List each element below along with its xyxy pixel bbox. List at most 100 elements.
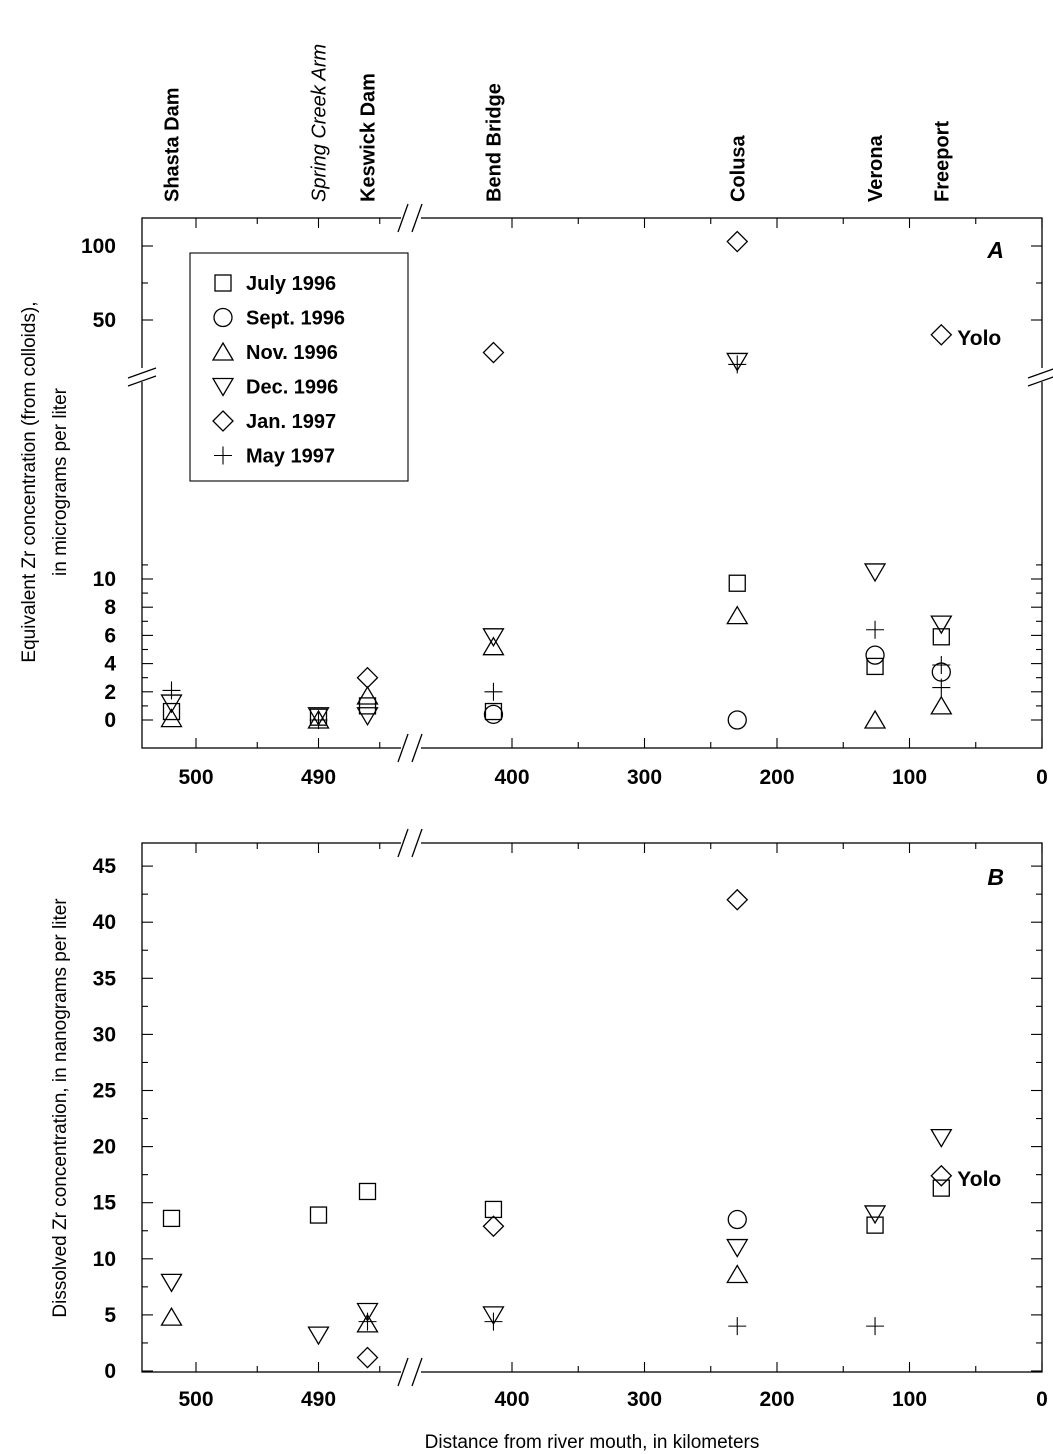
panel-a-point-dec-1996: [482, 628, 505, 648]
legend-marker-july-1996: [214, 274, 232, 292]
legend-marker-nov-1996: [211, 341, 235, 361]
panel-a-point-july-1996: [866, 657, 884, 676]
panel-b-y-tick-label: 20: [93, 1136, 116, 1159]
site-label: Colusa: [727, 134, 749, 202]
panel-a-x-tick-label: 0: [1036, 766, 1048, 789]
panel-b-y-tick-label: 15: [93, 1192, 117, 1215]
panel-b-x-tick-label: 100: [892, 1388, 927, 1411]
panel-a-point-july-1996: [728, 574, 746, 592]
panel-b-x-tick-label: 490: [301, 1388, 336, 1411]
plot-frames: [127, 203, 1053, 1387]
panel-b-y-tick-label: 35: [93, 967, 117, 990]
panel-b-point-july-1996: [358, 1182, 377, 1201]
legend-marker-dec-1996: [211, 377, 235, 397]
legend-label: Jan. 1997: [246, 411, 336, 433]
panel-b-point-jan-1997: [482, 1215, 505, 1238]
panel-a-y-tick-label: 2: [104, 681, 116, 704]
panel-b-point-dec-1996: [863, 1205, 887, 1225]
panel-b-point-july-1996: [866, 1216, 884, 1234]
panel-a-point-nov-1996: [930, 695, 953, 715]
panel-a-point-nov-1996: [160, 708, 183, 728]
panel-b-x-tick-label: 400: [494, 1388, 529, 1411]
panel-b-point-may-1997: [358, 1312, 377, 1331]
panel-b-point-nov-1996: [160, 1306, 183, 1326]
panel-a-y-tick-label: 50: [93, 309, 116, 332]
panel-a-point-july-1996: [162, 702, 181, 721]
panel-a-point-jan-1997: [482, 341, 505, 364]
panel-a-y-break-slash: [127, 375, 157, 387]
panel-a-x-tick-label: 500: [178, 766, 213, 789]
panel-b-point-dec-1996: [307, 1326, 330, 1346]
panel-a-point-dec-1996: [307, 707, 330, 727]
panel-a-point-dec-1996: [356, 707, 379, 727]
panel-a-y-tick-label: 100: [81, 235, 116, 258]
panel-a-y-tick-label: 4: [104, 653, 116, 676]
panel-a-y-break-slash: [127, 367, 157, 379]
site-label: Spring Creek Arm: [309, 44, 331, 202]
legend-marker-sept-1996: [213, 307, 233, 328]
panel-a-y-tick-label: 6: [104, 624, 116, 647]
site-label: Shasta Dam: [162, 88, 184, 203]
panel-b-point-dec-1996: [930, 1128, 953, 1148]
panel-a-point-may-1997: [162, 681, 181, 700]
panel-a-point-sept-1996: [865, 645, 885, 665]
panel-a-point-may-1997: [309, 711, 328, 729]
panel-b-y-tick-label: 40: [93, 911, 116, 934]
panel-b-bottom-break-slash: [397, 1357, 409, 1387]
panel-a-bottom-break-slash: [397, 733, 409, 763]
panel-b-y-tick-label: 0: [104, 1360, 116, 1383]
panel-b-point-dec-1996: [356, 1302, 379, 1322]
x-axis-title: Distance from river mouth, in kilometers: [425, 1432, 760, 1453]
panel-b-point-july-1996: [162, 1209, 181, 1228]
data-markers: July 1996 Sept. 1996 Nov. 1996 Dec. 1996 Jan…: [160, 230, 953, 1369]
legend-marker-jan-1997: [212, 410, 234, 432]
panel-b-point-july-1996: [484, 1200, 503, 1219]
panel-b-y-tick-label: 5: [104, 1304, 116, 1327]
panel-a-y-axis-title-line2: in micrograms per liter: [50, 387, 71, 576]
panel-b-point-sept-1996: [727, 1209, 747, 1230]
panel-b-point-nov-1996: [726, 1264, 749, 1284]
panel-b-y-tick-label: 25: [93, 1080, 117, 1103]
panel-b-point-may-1997: [484, 1312, 503, 1331]
panel-b-frame: [141, 842, 1043, 1373]
panel-a-point-may-1997: [866, 620, 885, 639]
panel-a-point-may-1997: [932, 656, 951, 675]
panel-b-point-dec-1996: [726, 1238, 749, 1258]
panel-a-point-july-1996: [358, 697, 377, 715]
panel-a-point-sept-1996: [483, 704, 504, 725]
panel-a-y-axis-title: Equivalent Zr concentration (from colloi…: [19, 301, 40, 662]
panel-a-frame: [141, 217, 1043, 749]
panel-b-y-tick-label: 10: [93, 1248, 116, 1271]
panel-b-y-tick-label: 45: [93, 855, 117, 878]
site-label: Bend Bridge: [483, 83, 505, 202]
legend-label: Nov. 1996: [246, 342, 338, 364]
panel-b-top-break-slash: [411, 828, 423, 858]
panel-b-x-tick-label: 500: [178, 1388, 213, 1411]
panel-a-y-tick-label: 8: [104, 596, 116, 619]
panel-a-point-nov-1996: [356, 685, 379, 705]
panel-a-y-break-slash: [1027, 368, 1053, 379]
panel-a-point-nov-1996: [482, 636, 505, 656]
panel-b-x-tick-label: 300: [627, 1388, 662, 1411]
panel-a-point-jan-1997: [930, 323, 953, 346]
panel-a-x-tick-label: 300: [627, 766, 662, 789]
legend-marker-may-1997: [214, 446, 232, 465]
panel-a-x-tick-label: 100: [892, 766, 927, 789]
site-label: Freeport: [931, 121, 953, 202]
panel-a-y-break-slash: [1027, 376, 1053, 387]
panel-b-point-nov-1996: [356, 1313, 379, 1333]
panel-b-annotation: Yolo: [957, 1168, 1001, 1191]
panel-a-point-may-1997: [932, 678, 951, 697]
panel-b-point-july-1996: [932, 1179, 950, 1197]
panel-a-point-sept-1996: [727, 710, 747, 730]
site-label: Keswick Dam: [358, 73, 380, 202]
panel-b-point-may-1997: [866, 1317, 885, 1336]
panel-b-point-jan-1997: [930, 1164, 953, 1187]
panel-a-y-tick-label: 0: [104, 709, 116, 732]
panel-a-point-may-1997: [728, 355, 747, 374]
legend-label: May 1997: [246, 446, 335, 468]
site-labels: Shasta Dam Spring Creek Arm Keswick Dam Ben…: [162, 44, 954, 202]
panel-a-point-july-1996: [932, 628, 950, 646]
